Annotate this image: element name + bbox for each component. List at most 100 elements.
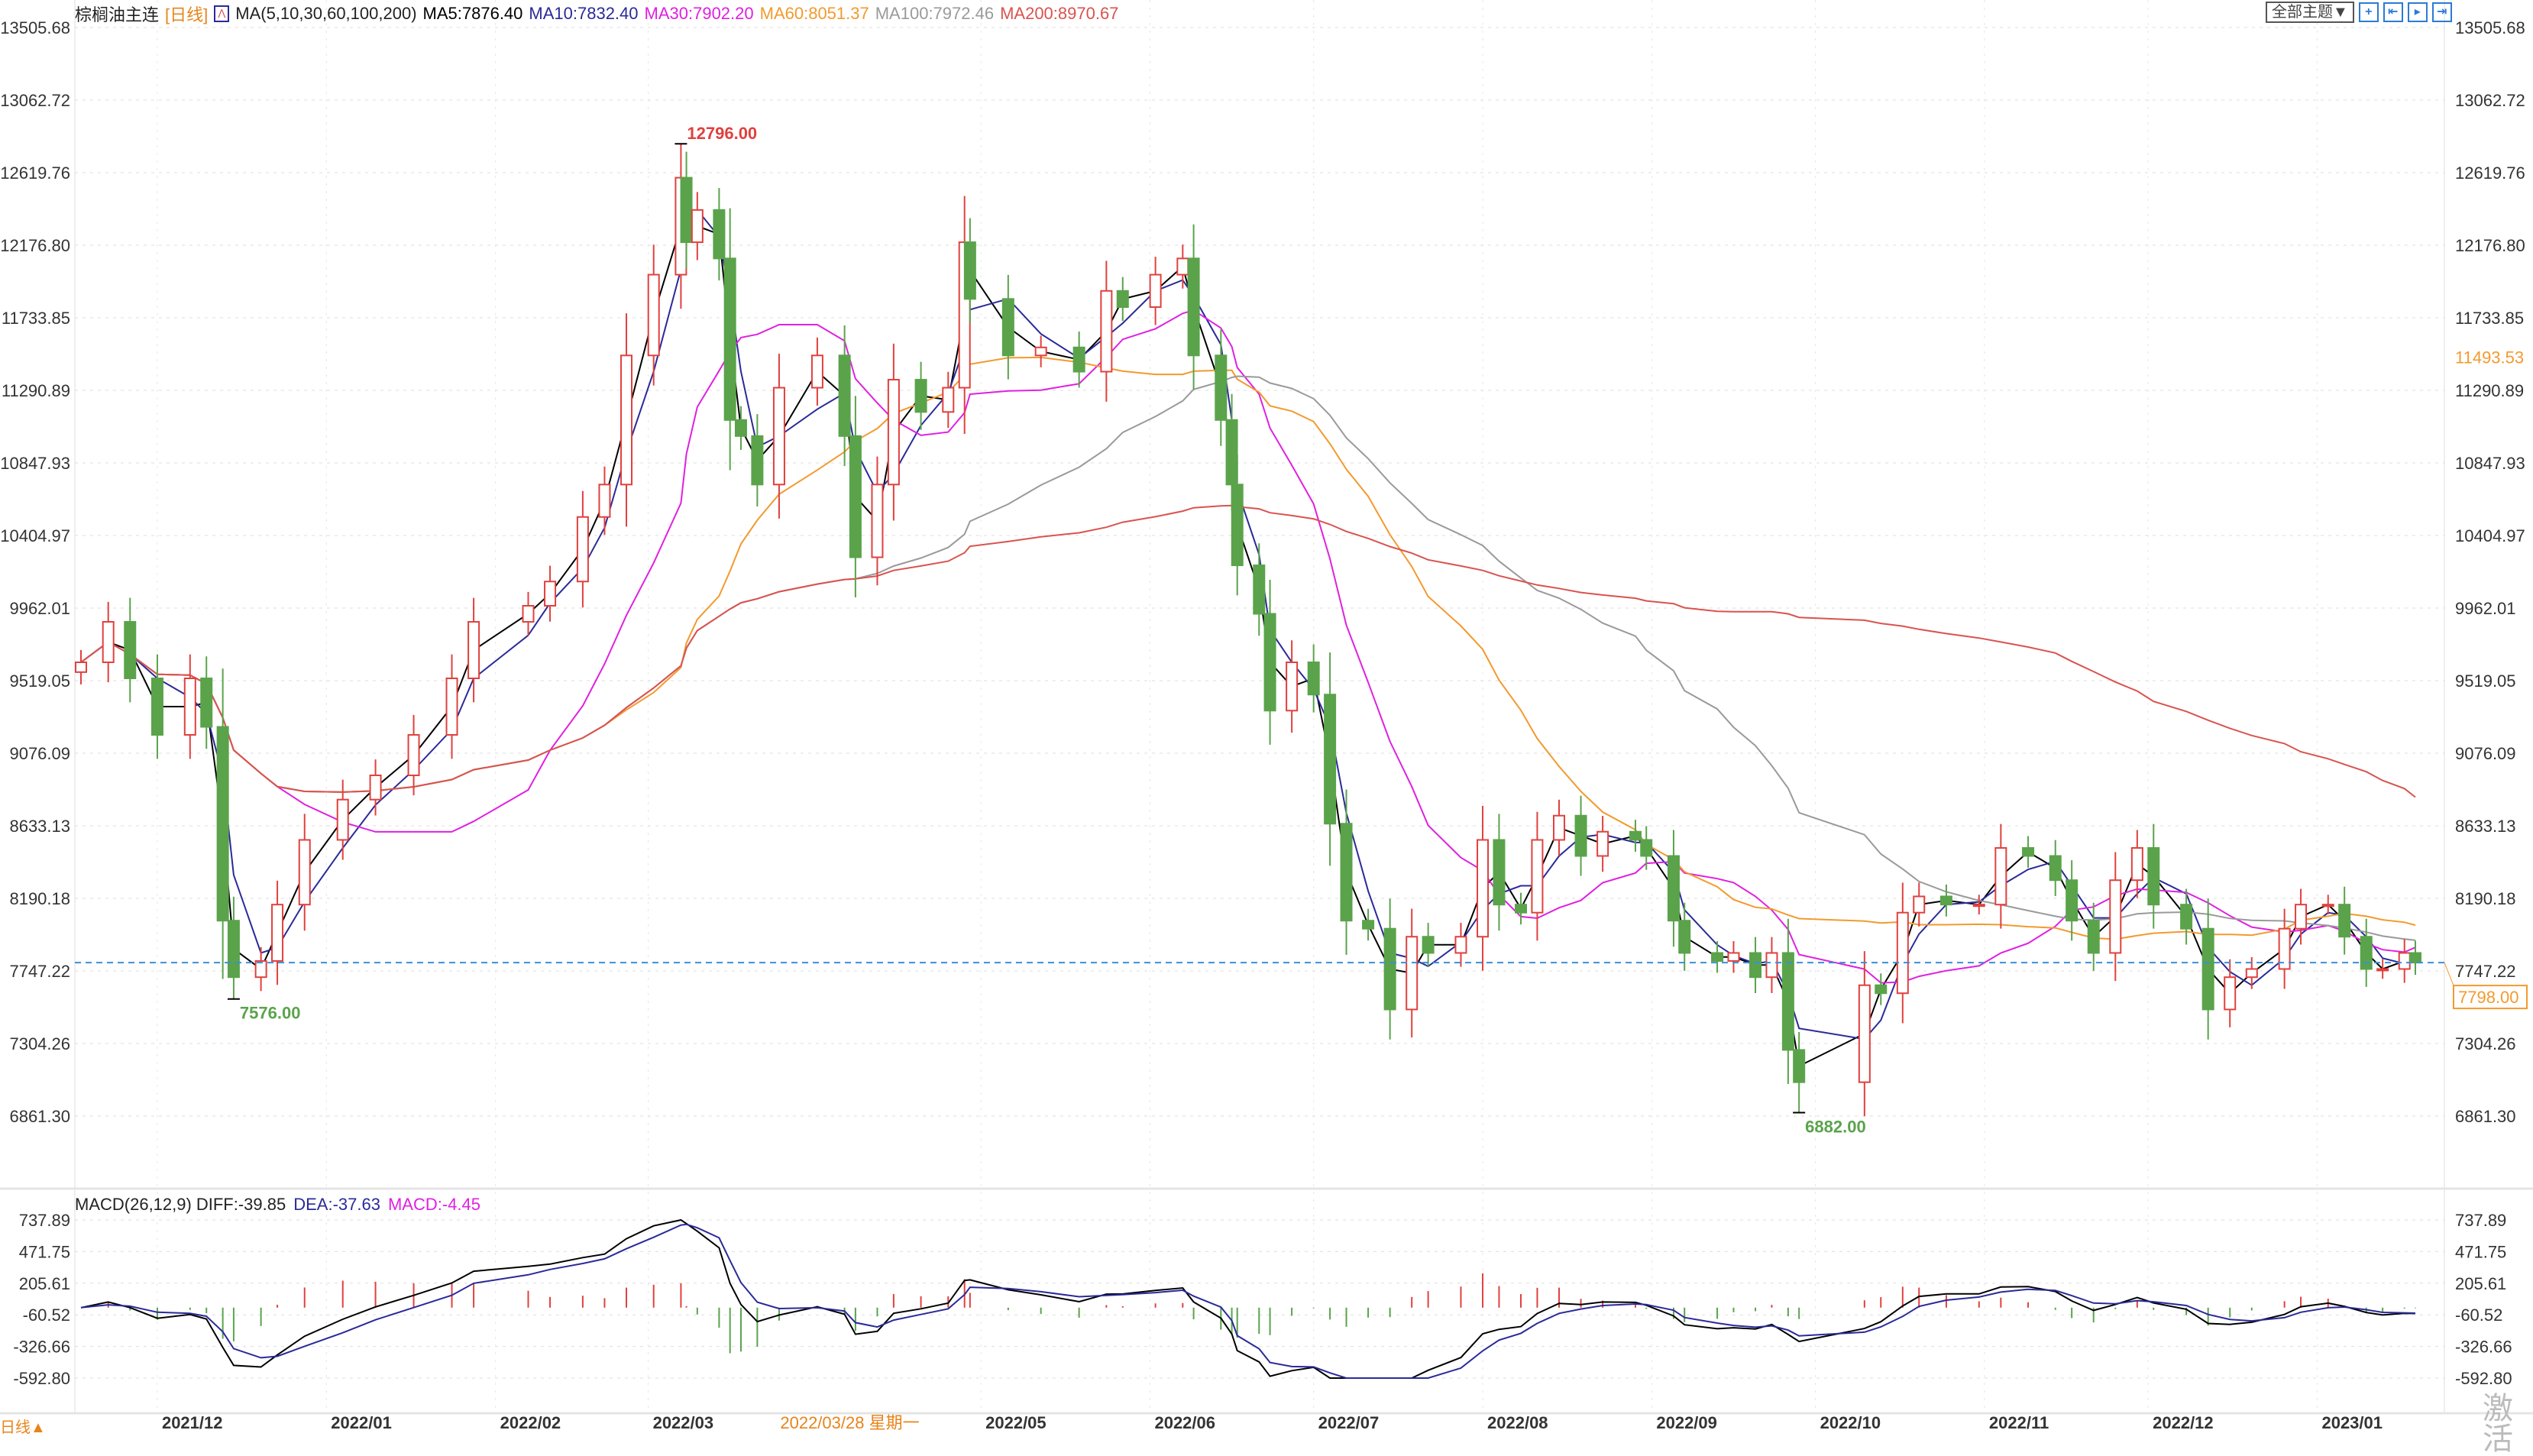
price-tick-left: 7304.26	[9, 1034, 70, 1053]
candle-up	[336, 798, 349, 841]
candle-up	[1994, 846, 2007, 906]
expand-right-icon[interactable]: ▸	[2407, 2, 2428, 22]
axes: 13505.68 13505.68 13062.72 13062.72 12619.76…	[0, 18, 2525, 1430]
chart-toolbar: 全部主题▼ + ⇤ ▸ ⇥	[2266, 2, 2452, 23]
candle-up	[871, 484, 884, 558]
price-tick-right: 6861.30	[2455, 1107, 2516, 1126]
candle-up	[2224, 976, 2237, 1011]
candle-down	[200, 678, 213, 728]
symbol-name: 棕榈油主连	[75, 5, 160, 24]
candle-up	[2321, 904, 2334, 908]
candle-down	[2022, 846, 2035, 857]
candle-down	[1215, 354, 1228, 421]
candle-up	[2376, 968, 2389, 972]
price-tick-left: 13062.72	[0, 91, 70, 110]
candle-up	[75, 661, 87, 673]
macd-tick-left: 471.75	[19, 1242, 70, 1261]
ma60-value: MA60:8051.37	[759, 4, 869, 23]
candle-down	[1253, 565, 1266, 615]
current-price-box	[2453, 985, 2528, 1010]
jump-to-end-icon[interactable]: ⇥	[2431, 2, 2452, 22]
date-tick: 2022/03	[653, 1413, 714, 1430]
price-tick-right: 13505.68	[2455, 18, 2525, 37]
price-tick-right: 8190.18	[2455, 889, 2516, 908]
candle-down	[849, 435, 862, 558]
candlesticks	[75, 144, 2421, 1117]
ma5-line	[80, 208, 2416, 1067]
candle-up	[1100, 290, 1113, 373]
current-price-label: 7798.00	[2458, 988, 2519, 1007]
ma30-value: MA30:7902.20	[644, 4, 754, 23]
candle-down	[1383, 927, 1396, 1011]
candle-up	[1149, 273, 1162, 309]
price-tick-left: 12619.76	[0, 163, 70, 183]
candle-down	[1749, 952, 1762, 979]
chart-header: 棕榈油主连 [日线] ⋀ MA(5,10,30,60,100,200) MA5:…	[75, 2, 1118, 26]
candle-up	[1765, 952, 1778, 979]
candle-up	[1972, 904, 1985, 908]
price-tick-left: 9076.09	[9, 744, 70, 763]
macd-value: MACD:-4.45	[387, 1195, 480, 1214]
theme-dropdown[interactable]: 全部主题▼	[2266, 2, 2354, 23]
candle-down	[2409, 952, 2421, 964]
price-tick-left: 8190.18	[9, 889, 70, 908]
ma10-value: MA10:7832.40	[529, 4, 639, 23]
candle-up	[544, 581, 557, 607]
candle-down	[1340, 823, 1353, 922]
candle-down	[680, 176, 693, 244]
period-tab[interactable]: 日线▲	[0, 1419, 46, 1436]
candle-up	[445, 678, 458, 736]
candle-up	[254, 959, 267, 979]
candle-down	[216, 726, 229, 922]
candle-down	[1640, 839, 1653, 857]
period-label[interactable]: [日线]	[165, 5, 209, 24]
candle-down	[914, 379, 927, 413]
candle-up	[522, 604, 535, 623]
candle-up	[369, 774, 382, 801]
price-tick-right: 10847.93	[2455, 454, 2525, 473]
price-tick-left: 12176.80	[0, 236, 70, 255]
candle-down	[227, 920, 240, 979]
ma-indicator-icon[interactable]: ⋀	[214, 5, 230, 22]
date-tick: 2022/06	[1154, 1413, 1215, 1430]
candle-down	[1263, 613, 1276, 712]
candle-up	[691, 209, 704, 244]
macd-tick-right: -326.66	[2455, 1338, 2512, 1357]
macd-panel	[80, 1218, 2416, 1379]
ma200-line	[80, 504, 2416, 798]
candle-up	[183, 678, 196, 736]
candle-up	[810, 354, 823, 389]
candle-up	[271, 904, 284, 962]
candle-up	[1727, 952, 1740, 962]
candle-down	[1793, 1049, 1806, 1083]
candle-down	[1324, 694, 1337, 825]
moving-average-lines	[80, 208, 2416, 1067]
price-tick-left: 9962.01	[9, 599, 70, 618]
annotations: 7798.00 11493.53 12796.00 7576.00 6882.00	[75, 124, 2528, 1137]
candle-down	[734, 419, 747, 437]
shrink-left-icon[interactable]: ⇤	[2383, 2, 2403, 22]
candle-down	[838, 354, 851, 437]
price-tick-left: 11733.85	[2, 309, 70, 328]
macd-diff-line	[80, 1218, 2416, 1379]
price-tick-left: 10404.97	[0, 526, 70, 545]
price-tick-left: 10847.93	[0, 454, 70, 473]
candle-down	[2087, 920, 2100, 954]
candle-down	[1307, 661, 1320, 696]
candle-up	[2109, 879, 2122, 954]
candle-down	[1362, 920, 1375, 930]
crosshair-icon[interactable]: +	[2358, 2, 2379, 22]
ma5-value: MA5:7876.40	[422, 4, 523, 23]
macd-tick-left: 205.61	[19, 1274, 70, 1293]
candle-down	[1574, 814, 1587, 857]
price-tick-right: 7304.26	[2455, 1034, 2516, 1053]
date-tick: 2022/10	[1820, 1413, 1881, 1430]
price-tick-right: 12176.80	[2455, 236, 2525, 255]
candle-up	[2295, 904, 2308, 930]
candle-up	[1176, 257, 1189, 276]
candle-up	[1552, 814, 1565, 841]
candle-down	[124, 621, 137, 680]
macd-params: MACD(26,12,9)	[75, 1195, 192, 1214]
date-tick: 2022/11	[1989, 1413, 2049, 1430]
